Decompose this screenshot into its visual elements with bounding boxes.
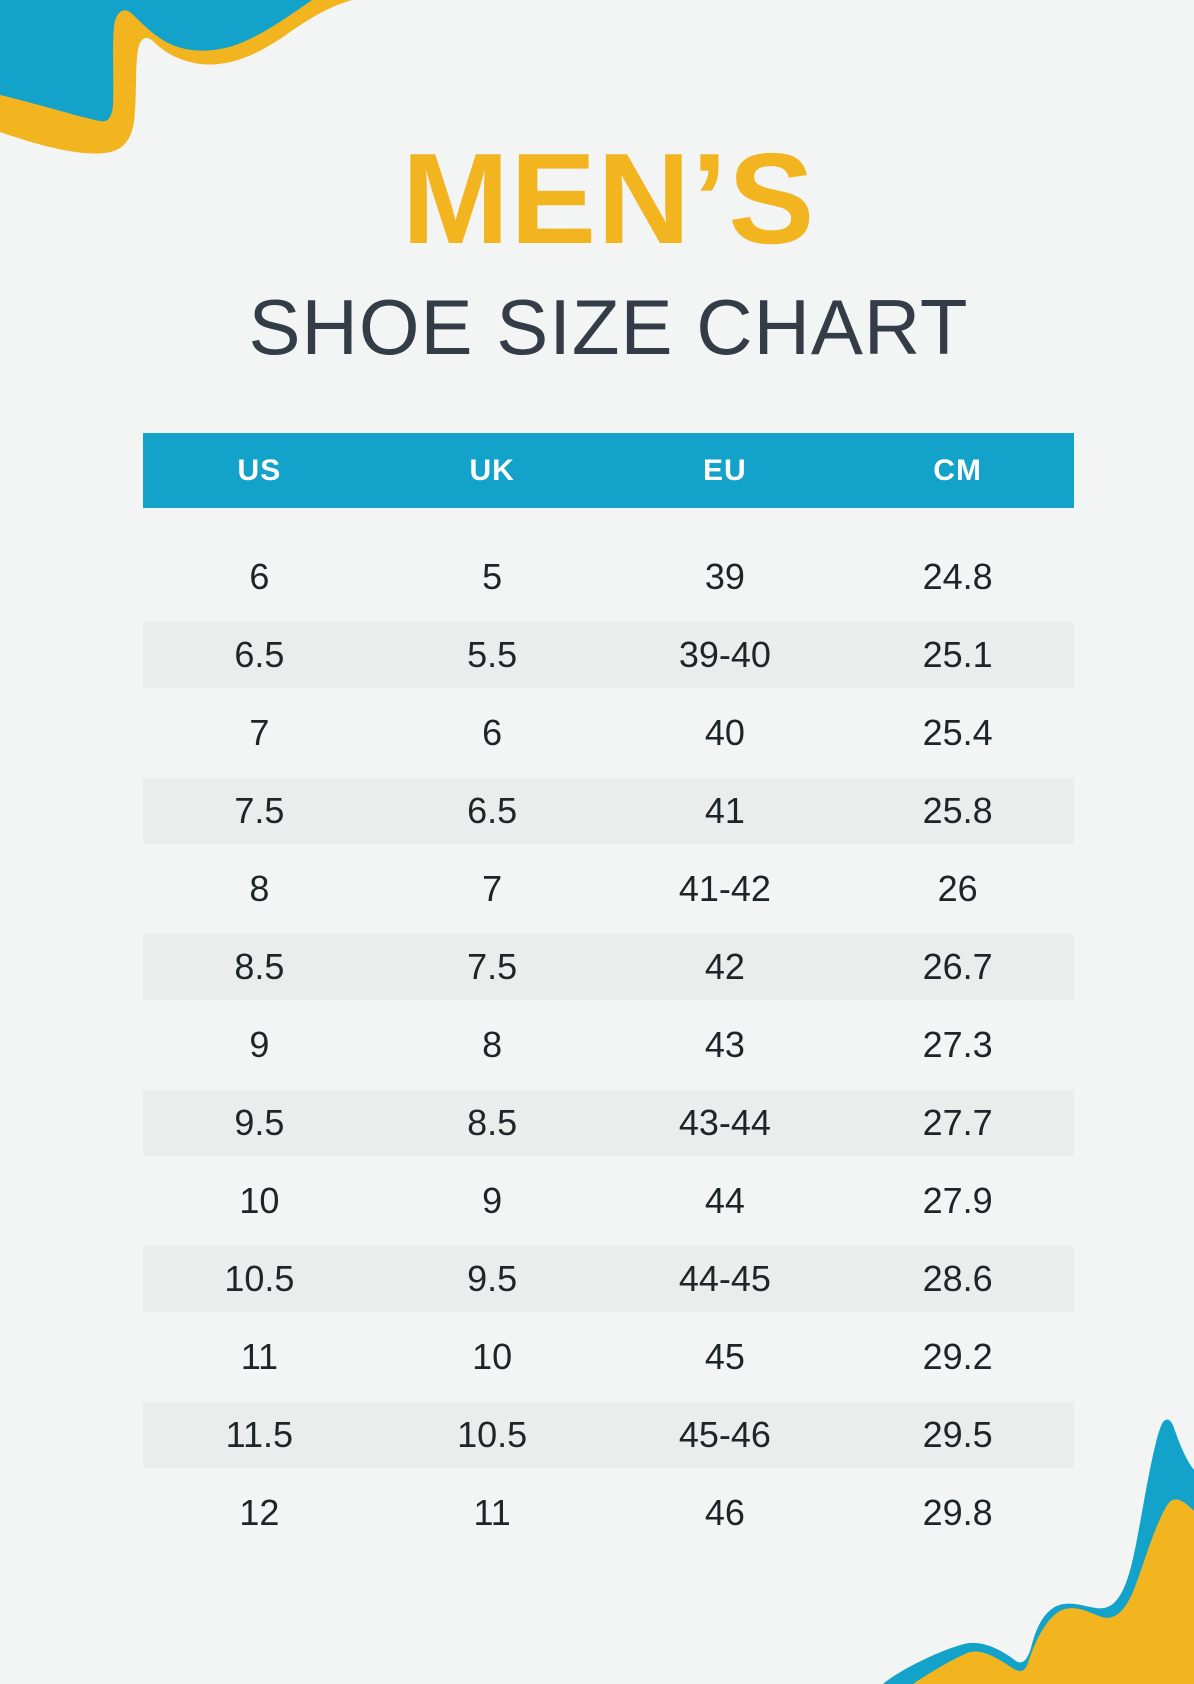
- cell-cm: 29.2: [922, 1336, 993, 1377]
- cell-us: 11: [240, 1336, 279, 1377]
- table-header-row: US UK EU CM: [143, 433, 1074, 508]
- bottom-right-wave-yellow-shape: [913, 1499, 1194, 1684]
- table-row: 7 6 40 25.4: [143, 694, 1074, 772]
- cell-uk: 8.5: [467, 1102, 518, 1143]
- cell-uk: 9: [482, 1180, 503, 1221]
- table-row: 7.5 6.5 41 25.8: [143, 772, 1074, 850]
- cell-uk: 10.5: [457, 1414, 528, 1455]
- table-row: 9.5 8.5 43-44 27.7: [143, 1084, 1074, 1162]
- cell-eu: 44: [704, 1180, 745, 1221]
- cell-uk: 9.5: [467, 1258, 518, 1299]
- cell-us: 8: [249, 868, 270, 909]
- table-row: 10.5 9.5 44-45 28.6: [143, 1240, 1074, 1318]
- cell-eu: 40: [704, 712, 745, 753]
- cell-eu: 39-40: [678, 634, 771, 675]
- page-subtitle: SHOE SIZE CHART: [248, 283, 969, 371]
- cell-cm: 27.9: [922, 1180, 993, 1221]
- cell-us: 7: [249, 712, 270, 753]
- table-row: 8 7 41-42 26: [143, 850, 1074, 928]
- cell-cm: 26: [937, 868, 978, 909]
- table-body: 6 5 39 24.8 6.5 5.5 39-40 25.1 7 6 40 25.4 7.5 6.5 41 2…: [143, 538, 1074, 1552]
- cell-uk: 7: [482, 868, 503, 909]
- table-row: 11 10 45 29.2: [143, 1318, 1074, 1396]
- top-left-wave-decoration: [0, 0, 352, 154]
- cell-cm: 25.1: [922, 634, 993, 675]
- cell-uk: 6.5: [467, 790, 518, 831]
- cell-eu: 43: [704, 1024, 745, 1065]
- cell-us: 7.5: [234, 790, 285, 831]
- cell-cm: 28.6: [922, 1258, 993, 1299]
- cell-us: 9: [249, 1024, 270, 1065]
- table-row: 6.5 5.5 39-40 25.1: [143, 616, 1074, 694]
- cell-cm: 25.8: [922, 790, 993, 831]
- cell-uk: 5: [482, 556, 503, 597]
- cell-us: 11.5: [225, 1414, 294, 1455]
- cell-uk: 7.5: [467, 946, 518, 987]
- cell-eu: 42: [704, 946, 745, 987]
- cell-uk: 10: [472, 1336, 513, 1377]
- page-title: MEN’S: [401, 127, 816, 271]
- cell-uk: 5.5: [467, 634, 518, 675]
- cell-us: 10.5: [224, 1258, 295, 1299]
- cell-cm: 25.4: [922, 712, 993, 753]
- cell-cm: 29.8: [922, 1492, 993, 1533]
- cell-uk: 8: [482, 1024, 503, 1065]
- cell-eu: 41: [704, 790, 745, 831]
- cell-cm: 27.3: [922, 1024, 993, 1065]
- cell-us: 6.5: [234, 634, 285, 675]
- column-header-uk: UK: [469, 453, 515, 487]
- table-row: 11.5 10.5 45-46 29.5: [143, 1396, 1074, 1474]
- table-row: 6 5 39 24.8: [143, 538, 1074, 616]
- cell-eu: 43-44: [678, 1102, 771, 1143]
- cell-eu: 45: [704, 1336, 745, 1377]
- cell-uk: 11: [473, 1492, 511, 1533]
- bottom-right-wave-decoration: [883, 1419, 1194, 1684]
- cell-eu: 44-45: [678, 1258, 771, 1299]
- cell-eu: 45-46: [678, 1414, 771, 1455]
- top-left-wave-blue-shape: [0, 0, 312, 122]
- column-header-eu: EU: [703, 453, 747, 487]
- cell-us: 12: [239, 1492, 280, 1533]
- table-row: 12 11 46 29.8: [143, 1474, 1074, 1552]
- cell-us: 10: [239, 1180, 280, 1221]
- cell-cm: 24.8: [922, 556, 993, 597]
- cell-cm: 26.7: [922, 946, 993, 987]
- cell-us: 8.5: [234, 946, 285, 987]
- cell-eu: 46: [704, 1492, 745, 1533]
- cell-uk: 6: [482, 712, 503, 753]
- cell-cm: 27.7: [922, 1102, 993, 1143]
- table-row: 8.5 7.5 42 26.7: [143, 928, 1074, 1006]
- table-row: 9 8 43 27.3: [143, 1006, 1074, 1084]
- column-header-cm: CM: [933, 453, 982, 487]
- table-row: 10 9 44 27.9: [143, 1162, 1074, 1240]
- size-chart-table: US UK EU CM 6 5 39 24.8 6.5 5.5 39-40 25.1 7 6 40 25.4…: [143, 433, 1074, 1552]
- cell-us: 6: [249, 556, 270, 597]
- cell-eu: 41-42: [678, 868, 771, 909]
- column-header-us: US: [237, 453, 282, 487]
- cell-us: 9.5: [234, 1102, 285, 1143]
- cell-eu: 39: [704, 556, 745, 597]
- cell-cm: 29.5: [922, 1414, 993, 1455]
